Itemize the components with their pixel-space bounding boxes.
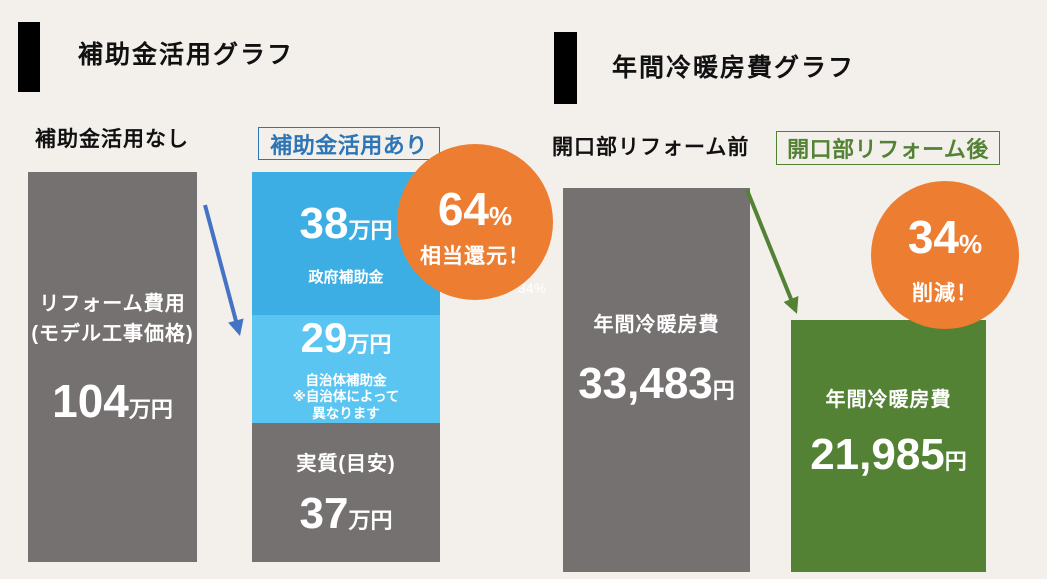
- bar-name: 年間冷暖房費: [825, 389, 952, 412]
- badge-caption: 削減！: [912, 281, 978, 305]
- bar-renovation-cost: リフォーム費用 (モデル工事価格) 104万円: [28, 172, 197, 562]
- category-label-before: 開口部リフォーム前: [552, 136, 750, 159]
- value-number: 38: [299, 198, 349, 248]
- segment-value-label: 37万円: [300, 490, 393, 545]
- badge-caption: 相当還元！: [420, 244, 530, 268]
- value-number: 29: [300, 313, 348, 361]
- value-number: 37: [299, 489, 349, 539]
- value-unit: 円: [944, 449, 967, 475]
- bar-label-line: リフォーム費用: [39, 292, 186, 315]
- badge-number: 64: [437, 182, 490, 235]
- bar-value-label: 33,483円: [578, 358, 735, 415]
- segment-name: 自治体補助金: [305, 372, 387, 388]
- subsidy-arrow-head: [228, 318, 244, 336]
- bar-value-label: 104万円: [52, 377, 173, 434]
- segment-net-cost: 実質(目安) 37万円: [252, 423, 440, 562]
- refund-rate-badge: 64% 相当還元！: [397, 144, 553, 300]
- right-title-marker: [554, 32, 577, 104]
- segment-note-line: 異なります: [312, 405, 380, 421]
- value-unit: 万円: [348, 508, 393, 534]
- badge-unit: %: [959, 228, 983, 259]
- bar-value-label: 21,985円: [810, 431, 967, 486]
- badge-value: 34%: [908, 209, 982, 272]
- segment-name: 実質(目安): [296, 453, 396, 476]
- subsidy-chart-title: 補助金活用グラフ: [78, 41, 295, 69]
- bar-label-line: (モデル工事価格): [31, 322, 194, 345]
- left-title-marker: [18, 22, 40, 92]
- bar-name: 年間冷暖房費: [593, 313, 720, 336]
- reduction-arrow-shaft: [745, 189, 794, 302]
- bar-cost-before: 年間冷暖房費 33,483円: [563, 188, 750, 572]
- stray-percent-label: 34%: [518, 280, 547, 296]
- category-label-after: 開口部リフォーム後: [776, 131, 1000, 165]
- value-number: 104: [52, 374, 129, 427]
- segment-local-subsidy: 29万円 自治体補助金 ※自治体によって 異なります: [252, 313, 440, 424]
- value-number: 33,483: [578, 358, 713, 408]
- category-label-without-subsidy: 補助金活用なし: [35, 128, 189, 151]
- badge-value: 64%: [438, 181, 512, 244]
- reduction-arrow-head: [783, 296, 799, 314]
- segment-note-line: ※自治体によって: [292, 389, 400, 405]
- segment-name: 政府補助金: [308, 268, 384, 286]
- value-number: 21,985: [810, 430, 945, 480]
- bar-cost-after: 年間冷暖房費 21,985円: [791, 319, 986, 572]
- heating-cost-chart-title: 年間冷暖房費グラフ: [612, 54, 856, 82]
- value-unit: 万円: [347, 331, 392, 357]
- subsidy-arrow-shaft: [203, 204, 239, 323]
- value-unit: 万円: [128, 396, 173, 422]
- value-unit: 万円: [348, 217, 393, 243]
- reduction-rate-badge: 34% 削減！: [871, 181, 1019, 329]
- badge-number: 34: [907, 210, 960, 263]
- value-unit: 円: [712, 377, 735, 403]
- segment-value-label: 29万円: [300, 313, 392, 367]
- category-label-with-subsidy: 補助金活用あり: [258, 127, 440, 160]
- segment-value-label: 38万円: [299, 198, 393, 255]
- badge-unit: %: [489, 200, 513, 231]
